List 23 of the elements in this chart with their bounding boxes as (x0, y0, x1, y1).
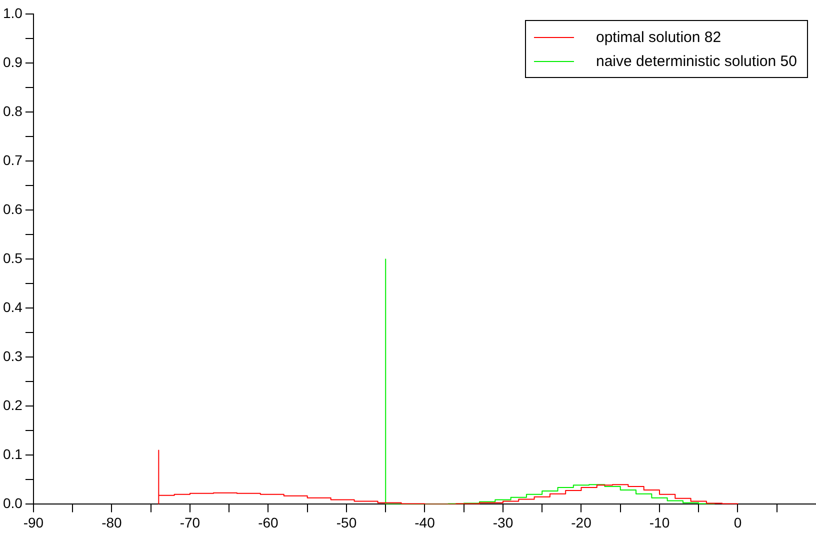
y-tick-label: 0.3 (2, 348, 23, 364)
y-tick-label: 0.8 (2, 102, 23, 119)
y-tick-label: 0.2 (2, 397, 23, 414)
y-tick-label: 0.4 (2, 298, 23, 315)
y-tick-label: 0.9 (2, 54, 23, 70)
y-tick-label: 0.7 (2, 152, 23, 168)
x-tick-label: -30 (492, 514, 514, 530)
x-tick-label: -50 (336, 514, 357, 530)
y-tick-label: 0.5 (2, 250, 23, 266)
x-tick-label: -90 (23, 514, 44, 530)
y-tick-label: 1.0 (2, 4, 23, 21)
x-tick-label: -40 (414, 514, 436, 530)
legend-label: naive deterministic solution 50 (596, 52, 797, 70)
legend-label: optimal solution 82 (596, 28, 722, 46)
x-tick-label: -20 (571, 514, 592, 530)
x-tick-label: -70 (180, 514, 200, 530)
x-tick-label: -80 (102, 514, 122, 530)
y-tick-label: 0.6 (2, 200, 23, 217)
x-tick-label: -10 (649, 514, 670, 530)
x-tick-label: -60 (258, 514, 279, 530)
x-tick-label: 0 (734, 514, 742, 530)
y-tick-label: 0.0 (2, 495, 23, 512)
y-tick-label: 0.1 (2, 446, 23, 462)
